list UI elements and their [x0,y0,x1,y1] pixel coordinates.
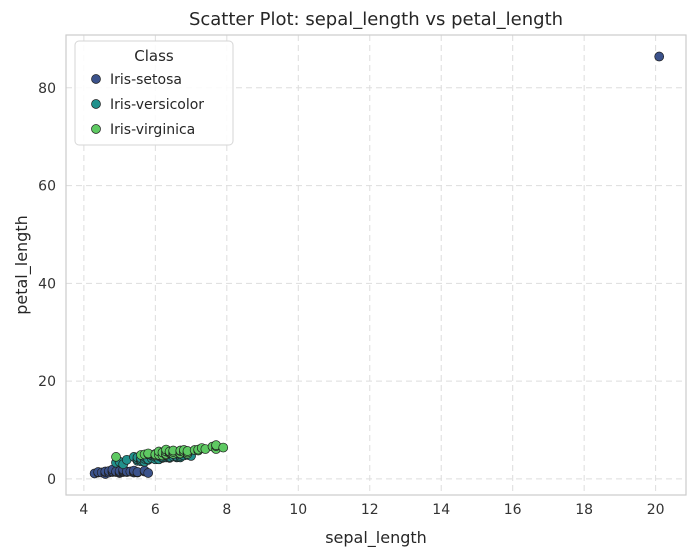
x-tick-label: 16 [504,502,522,518]
data-point [218,442,229,453]
data-point [111,452,121,462]
x-tick-label: 6 [151,502,160,518]
legend-label: Iris-versicolor [110,97,204,113]
y-axis-ticks: 0 20 40 60 80 [38,81,56,488]
x-axis-ticks: 4 6 8 10 12 14 16 18 20 [79,502,664,518]
chart-title: Scatter Plot: sepal_length vs petal_leng… [189,9,563,30]
x-tick-label: 4 [79,502,88,518]
x-tick-label: 18 [575,502,593,518]
legend-title: Class [134,47,174,65]
y-tick-label: 0 [47,472,56,488]
legend-items: Iris-setosa Iris-versicolor Iris-virginica [91,72,204,138]
series-iris-virginica [111,440,229,462]
y-axis-label: petal_length [12,215,32,315]
data-point [654,51,665,62]
y-tick-label: 40 [38,276,56,292]
legend-box [74,40,234,146]
legend-marker [91,99,101,109]
x-tick-label: 8 [222,502,231,518]
data-points [89,51,665,479]
y-tick-label: 80 [38,81,56,97]
data-point [143,468,154,478]
y-tick-label: 60 [38,179,56,195]
legend-label: Iris-virginica [110,122,195,138]
y-tick-label: 20 [38,374,56,390]
legend-marker [91,74,101,84]
plot-frame [65,34,687,496]
x-tick-label: 14 [432,502,450,518]
x-tick-label: 10 [289,502,307,518]
legend: Class Iris-setosa Iris-versicolor Iris-vir… [74,40,234,146]
x-axis-label: sepal_length [325,528,427,548]
legend-label: Iris-setosa [110,72,182,88]
x-tick-label: 20 [647,502,665,518]
x-tick-label: 12 [361,502,379,518]
legend-marker [91,124,101,134]
